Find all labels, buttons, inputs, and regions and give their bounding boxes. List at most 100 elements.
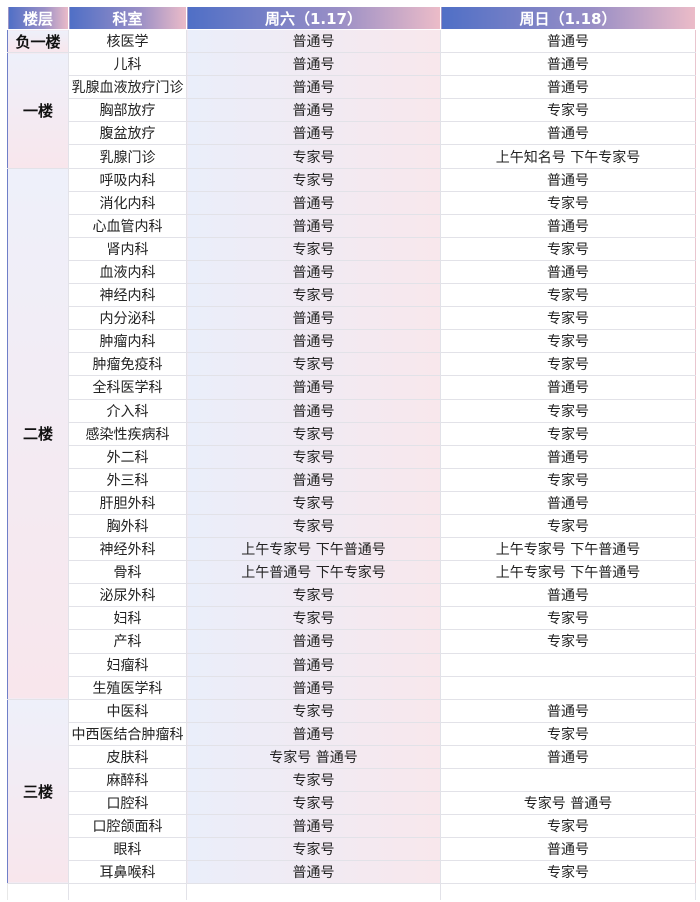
department-cell: 生殖医学科 — [68, 675, 187, 700]
saturday-cell: 普通号 — [186, 675, 441, 700]
sunday-cell: 普通号 — [440, 52, 696, 77]
sunday-cell: 专家号 普通号 — [440, 791, 696, 816]
sunday-cell: 专家号 — [440, 421, 696, 446]
department-cell: 乳腺血液放疗门诊 — [68, 75, 187, 100]
table-row: 内分泌科 普通号 专家号 — [8, 306, 696, 331]
saturday-cell: 专家号 — [186, 421, 441, 446]
sunday-cell: 上午知名号 下午专家号 — [440, 144, 696, 169]
sunday-cell: 普通号 — [440, 490, 696, 515]
sunday-cell: 专家号 — [440, 329, 696, 354]
sunday-cell — [440, 767, 696, 793]
table-row: 消化内科 普通号 专家号 — [8, 190, 696, 215]
header-floor: 楼层 — [7, 7, 69, 30]
empty-cell — [440, 883, 696, 901]
department-cell: 神经外科 — [68, 537, 187, 562]
saturday-cell: 普通号 — [186, 467, 441, 492]
saturday-cell: 普通号 — [186, 398, 441, 423]
department-cell: 泌尿外科 — [68, 583, 187, 608]
sunday-cell: 专家号 — [440, 629, 696, 654]
floor-cell: 三楼 — [7, 698, 69, 885]
table-row: 三楼 中医科 专家号 普通号 — [7, 698, 696, 885]
header-sunday: 周日（1.18） — [440, 7, 696, 30]
department-cell: 麻醉科 — [68, 767, 187, 793]
department-cell: 眼科 — [68, 837, 187, 862]
saturday-cell: 专家号 — [186, 837, 441, 862]
department-cell: 全科医学科 — [68, 375, 187, 400]
saturday-cell: 普通号 — [186, 98, 441, 123]
department-cell: 儿科 — [68, 52, 187, 77]
table-row: 神经外科 上午专家号 下午普通号 上午专家号 下午普通号 — [8, 537, 696, 562]
sunday-cell — [440, 675, 696, 700]
sunday-cell: 专家号 — [440, 467, 696, 492]
table-row: 骨科 上午普通号 下午专家号 上午专家号 下午普通号 — [8, 560, 696, 585]
table-row: 外二科 专家号 普通号 — [8, 444, 696, 469]
saturday-cell: 普通号 — [186, 860, 441, 885]
table-row: 心血管内科 普通号 普通号 — [8, 213, 696, 238]
sunday-cell: 专家号 — [440, 606, 696, 631]
sunday-cell: 普通号 — [440, 75, 696, 100]
saturday-cell: 专家号 — [186, 490, 441, 515]
saturday-cell: 普通号 — [186, 629, 441, 654]
department-cell: 肿瘤内科 — [68, 329, 187, 354]
sunday-cell: 专家号 — [440, 352, 696, 377]
saturday-cell: 普通号 — [186, 52, 441, 77]
sunday-cell: 专家号 — [440, 513, 696, 539]
table-row: 皮肤科 专家号 普通号 普通号 — [8, 744, 696, 770]
department-cell: 中西医结合肿瘤科 — [68, 721, 187, 746]
saturday-cell: 专家号 — [186, 236, 441, 261]
table-row: 胸外科 专家号 专家号 — [8, 513, 696, 539]
saturday-cell: 专家号 — [186, 698, 441, 723]
saturday-cell: 专家号 — [186, 144, 441, 169]
table-row: 介入科 普通号 专家号 — [8, 398, 696, 423]
saturday-cell: 专家号 — [186, 352, 441, 377]
department-cell: 感染性疾病科 — [68, 421, 187, 446]
department-cell: 耳鼻喉科 — [68, 860, 187, 885]
saturday-cell: 普通号 — [186, 721, 441, 746]
table-row: 肿瘤内科 普通号 专家号 — [8, 329, 696, 354]
sunday-cell: 普通号 — [440, 698, 696, 723]
floor-cell: 一楼 — [7, 52, 69, 169]
sunday-cell: 普通号 — [440, 259, 696, 285]
sunday-cell: 普通号 — [440, 837, 696, 862]
table-row: 生殖医学科 普通号 — [8, 675, 696, 700]
department-cell: 血液内科 — [68, 259, 187, 285]
saturday-cell: 上午专家号 下午普通号 — [186, 537, 441, 562]
saturday-cell: 普通号 — [186, 652, 441, 677]
department-cell: 外二科 — [68, 444, 187, 469]
saturday-cell: 普通号 — [186, 28, 441, 54]
department-cell: 胸部放疗 — [68, 98, 187, 123]
table-row: 一楼 儿科 普通号 普通号 — [7, 52, 696, 169]
department-cell: 核医学 — [68, 28, 187, 54]
department-cell: 妇科 — [68, 606, 187, 631]
saturday-cell: 专家号 — [186, 444, 441, 469]
saturday-cell: 专家号 — [186, 767, 441, 793]
table-row: 泌尿外科 专家号 普通号 — [8, 583, 696, 608]
table-row: 外三科 普通号 专家号 — [8, 467, 696, 492]
empty-cell — [7, 883, 69, 901]
department-cell: 外三科 — [68, 467, 187, 492]
header-department: 科室 — [68, 7, 187, 30]
saturday-cell: 专家号 — [186, 606, 441, 631]
table-row: 神经内科 专家号 专家号 — [8, 283, 696, 308]
department-cell: 内分泌科 — [68, 306, 187, 331]
sunday-cell: 普通号 — [440, 121, 696, 146]
table-row: 乳腺血液放疗门诊 普通号 普通号 — [8, 75, 696, 100]
department-cell: 口腔科 — [68, 791, 187, 816]
sunday-cell: 专家号 — [440, 721, 696, 746]
saturday-cell: 普通号 — [186, 259, 441, 285]
saturday-cell: 专家号 — [186, 167, 441, 192]
department-cell: 骨科 — [68, 560, 187, 585]
saturday-cell: 普通号 — [186, 190, 441, 215]
table-row: 负一楼 核医学 普通号 普通号 — [7, 28, 696, 54]
table-row: 中西医结合肿瘤科 普通号 专家号 — [8, 721, 696, 746]
department-cell: 肾内科 — [68, 236, 187, 261]
sunday-cell: 专家号 — [440, 398, 696, 423]
department-cell: 腹盆放疗 — [68, 121, 187, 146]
empty-cell — [186, 883, 441, 901]
saturday-cell: 专家号 — [186, 791, 441, 816]
sunday-cell: 普通号 — [440, 444, 696, 469]
table-row: 麻醉科 专家号 — [8, 767, 696, 793]
table-row: 二楼 呼吸内科 专家号 普通号 — [7, 167, 696, 700]
saturday-cell: 普通号 — [186, 329, 441, 354]
department-cell: 乳腺门诊 — [68, 144, 187, 169]
